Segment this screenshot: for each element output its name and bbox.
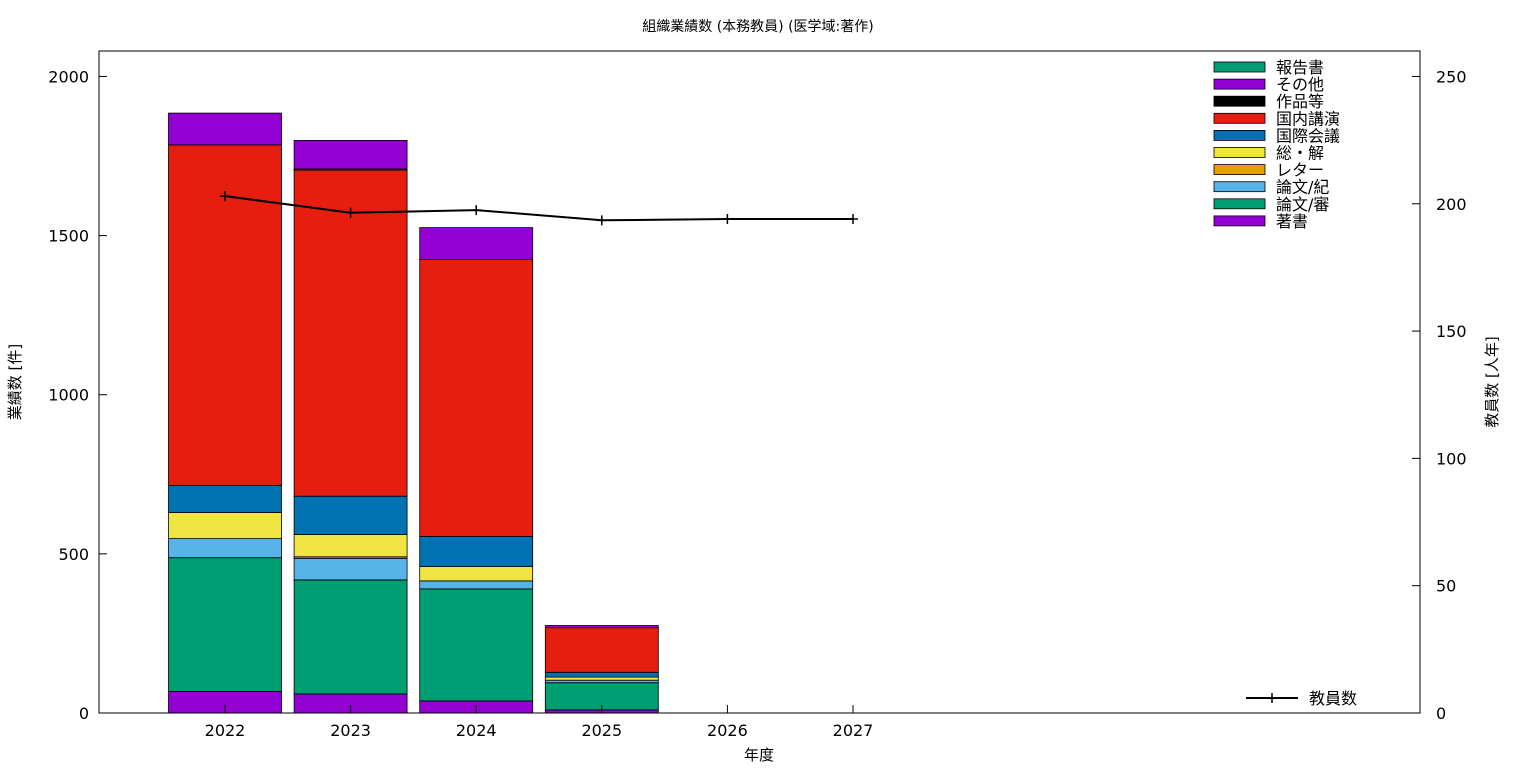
bar-segment: [419, 259, 534, 537]
y2-tick-label: 50: [1436, 577, 1456, 596]
line-point-marker: [596, 215, 607, 226]
bar-segment: [544, 625, 659, 629]
y2-tick-label: 150: [1436, 322, 1467, 341]
legend-label: 報告書: [1276, 58, 1324, 77]
bar-segment: [168, 557, 282, 692]
bar-segment: [419, 227, 534, 260]
legend-label: 論文/審: [1276, 195, 1329, 214]
x-axis-label: 年度: [744, 746, 774, 764]
y-axis-label: 業績数 [件]: [6, 344, 24, 420]
chart-title: 組織業績数 (本務教員) (医学域:著作): [642, 19, 873, 35]
y-tick-label: 500: [58, 545, 89, 564]
x-tick-label: 2025: [581, 721, 622, 740]
y2-axis-label: 教員数 [人年]: [1483, 336, 1501, 427]
legend-line-marker: [1267, 693, 1277, 703]
y2-tick-label: 200: [1436, 195, 1467, 214]
bar-segment: [293, 169, 408, 497]
bar-segment: [293, 139, 408, 170]
line-point-marker: [722, 214, 733, 225]
legend-swatch: [1213, 164, 1266, 176]
bar-segment: [293, 579, 408, 695]
line-layer: [220, 191, 858, 226]
legend-label: 作品等: [1276, 92, 1324, 111]
bar-segment: [168, 538, 282, 559]
x-tick-label: 2023: [330, 721, 371, 740]
bar-segment: [168, 112, 282, 146]
x-tick-label: 2022: [205, 721, 246, 740]
y2-tick-label: 100: [1436, 449, 1467, 468]
y-tick-label: 2000: [48, 67, 89, 86]
legend-label: 国内講演: [1276, 109, 1340, 128]
bar-segment: [168, 512, 282, 540]
bar-segment: [419, 536, 534, 568]
y-tick-label: 1500: [48, 227, 89, 246]
bar-segment: [419, 588, 534, 702]
x-tick-label: 2027: [833, 721, 874, 740]
x-tick-label: 2024: [456, 721, 497, 740]
line-point-marker: [471, 205, 482, 216]
legend-swatch: [1213, 181, 1266, 193]
legend-swatch: [1213, 215, 1266, 227]
legend-label: 論文/紀: [1276, 178, 1329, 197]
legend-swatch: [1213, 112, 1266, 124]
legend-swatch: [1213, 78, 1266, 90]
legend-label: その他: [1276, 75, 1324, 94]
line-point-marker: [345, 207, 356, 218]
x-tick-label: 2026: [707, 721, 748, 740]
legend-swatch: [1213, 129, 1266, 141]
y-tick-label: 0: [79, 704, 89, 723]
bar-segment: [293, 557, 408, 581]
legend-swatch: [1213, 61, 1266, 73]
legend-swatch: [1213, 147, 1266, 158]
bar-segment: [419, 580, 534, 590]
legend-label: 国際会議: [1276, 126, 1340, 145]
legend-swatch: [1213, 95, 1266, 107]
y-tick-label: 1000: [48, 386, 89, 405]
faculty-count-line: [224, 195, 853, 222]
bar-segment: [293, 495, 408, 535]
y2-tick-label: 0: [1436, 704, 1446, 723]
legend-label: 総・解: [1276, 144, 1324, 163]
axes-layer: 0 500 1000 1500 2000 0 50 100 150 200 250 2022 2023 2…: [48, 67, 1466, 740]
bar-segment: [168, 484, 282, 513]
y2-tick-label: 250: [1436, 67, 1467, 86]
bar-segment: [293, 534, 408, 558]
plot-frame: [98, 50, 1421, 714]
bar-segment: [544, 627, 659, 673]
bar-segment: [544, 671, 659, 678]
line-point-marker: [220, 191, 230, 202]
bar-segment: [419, 566, 534, 582]
legend-swatch: [1213, 198, 1266, 210]
line-point-marker: [848, 214, 858, 225]
legend-label: レター: [1276, 161, 1324, 180]
legend-line-label: 教員数: [1309, 689, 1357, 708]
legend-label: 著書: [1276, 212, 1308, 231]
bars-layer: [168, 112, 659, 714]
